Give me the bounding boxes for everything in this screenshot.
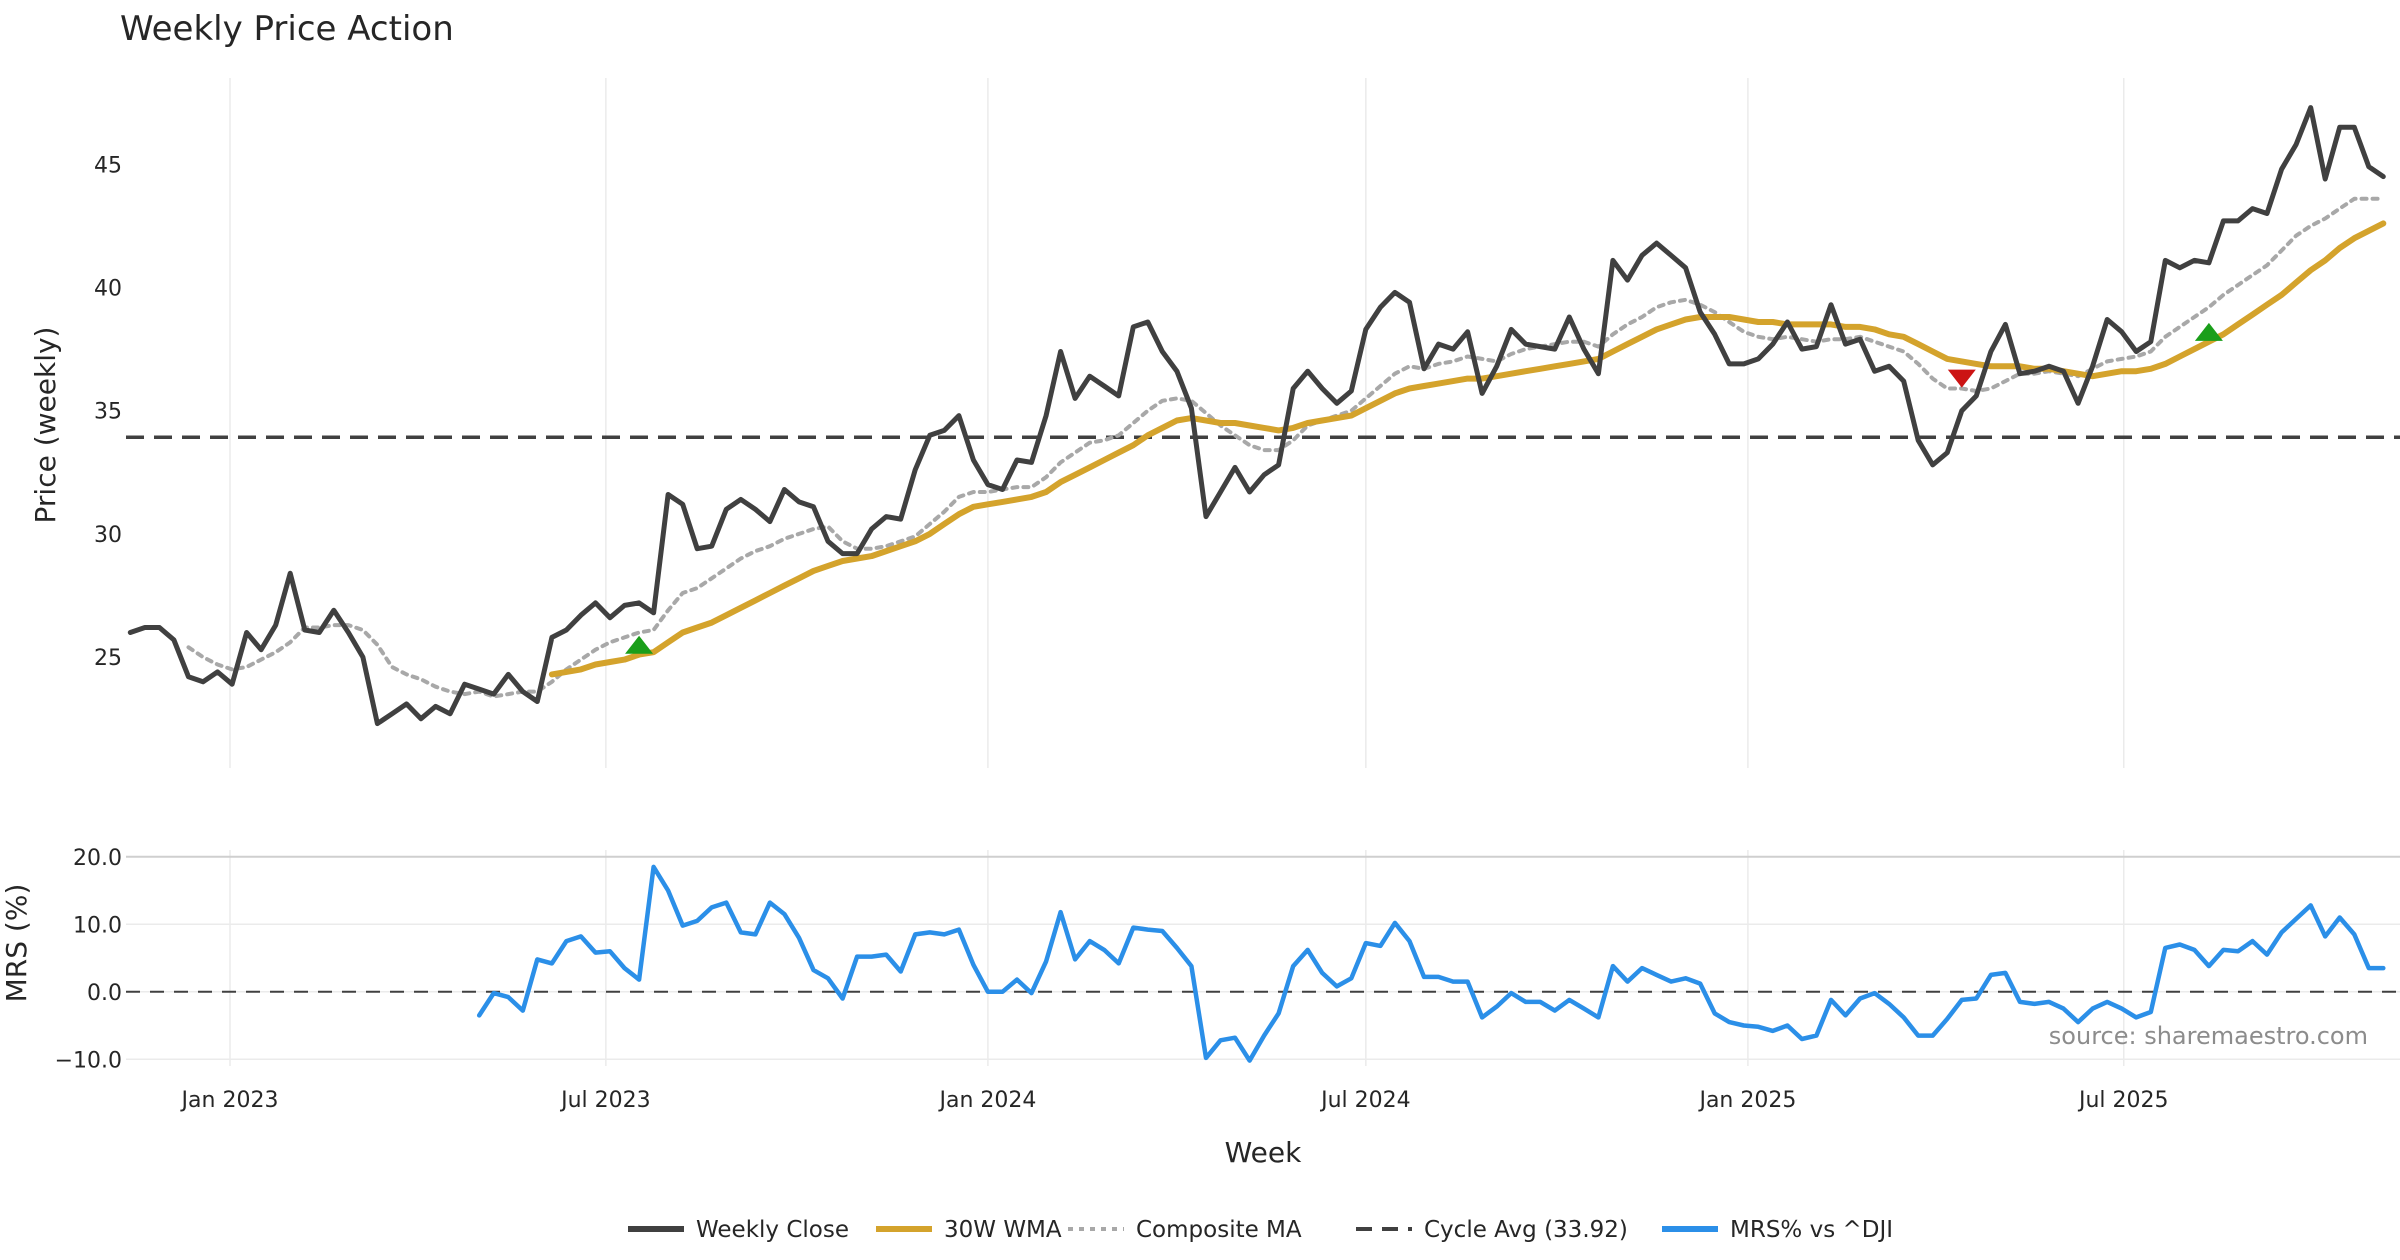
- top-y-tick-label: 40: [94, 276, 122, 301]
- legend-label: Weekly Close: [696, 1217, 849, 1243]
- bottom-series: [126, 864, 2400, 1063]
- top-y-tick-label: 30: [94, 523, 122, 548]
- x-tick-label: Jul 2025: [2077, 1088, 2169, 1113]
- signal-markers: [625, 322, 2223, 654]
- x-tick-label: Jan 2024: [937, 1088, 1036, 1113]
- top-y-tick-label: 25: [94, 646, 122, 671]
- x-tick-label: Jul 2024: [1319, 1088, 1411, 1113]
- x-tick-label: Jan 2025: [1697, 1088, 1796, 1113]
- wma-30w-line: [548, 220, 2387, 678]
- x-ticks: Jan 2023 Jul 2023 Jan 2024 Jul 2024 Jan 2025…: [180, 1088, 2169, 1113]
- bottom-y-tick-label: −10.0: [55, 1048, 122, 1073]
- legend-label: MRS% vs ^DJI: [1730, 1217, 1893, 1243]
- mrs-line: [476, 864, 2386, 1063]
- x-tick-label: Jul 2023: [559, 1088, 651, 1113]
- x-tick-label: Jan 2023: [180, 1088, 279, 1113]
- bottom-y-tick-label: 0.0: [87, 981, 122, 1006]
- bottom-y-ticks: −10.0 0.0 10.0 20.0: [55, 846, 122, 1074]
- weekly-close-line: [127, 105, 2386, 727]
- legend: Weekly Close 30W WMA Composite MA Cycle Avg…: [628, 1217, 1893, 1243]
- top-y-tick-label: 35: [94, 400, 122, 425]
- bottom-y-tick-label: 10.0: [73, 913, 122, 938]
- top-series: [126, 105, 2400, 727]
- chart-title: Weekly Price Action: [120, 9, 454, 49]
- buy-signal-marker: [625, 635, 654, 654]
- sell-signal-marker: [1947, 369, 1976, 388]
- x-axis-label: Week: [1225, 1136, 1302, 1169]
- legend-label: Cycle Avg (33.92): [1424, 1217, 1628, 1243]
- buy-signal-marker: [2194, 322, 2223, 341]
- top-panel-grid: [229, 78, 2125, 768]
- composite-ma-line: [186, 196, 2386, 699]
- top-y-axis-label: Price (weekly): [29, 327, 62, 524]
- top-y-tick-label: 45: [94, 153, 122, 178]
- legend-label: 30W WMA: [944, 1217, 1062, 1243]
- top-y-ticks: 25 30 35 40 45: [94, 153, 122, 671]
- bottom-y-axis-label: MRS (%): [0, 884, 33, 1003]
- source-note: source: sharemaestro.com: [2049, 1022, 2368, 1050]
- legend-label: Composite MA: [1136, 1217, 1302, 1243]
- bottom-y-tick-label: 20.0: [73, 846, 122, 871]
